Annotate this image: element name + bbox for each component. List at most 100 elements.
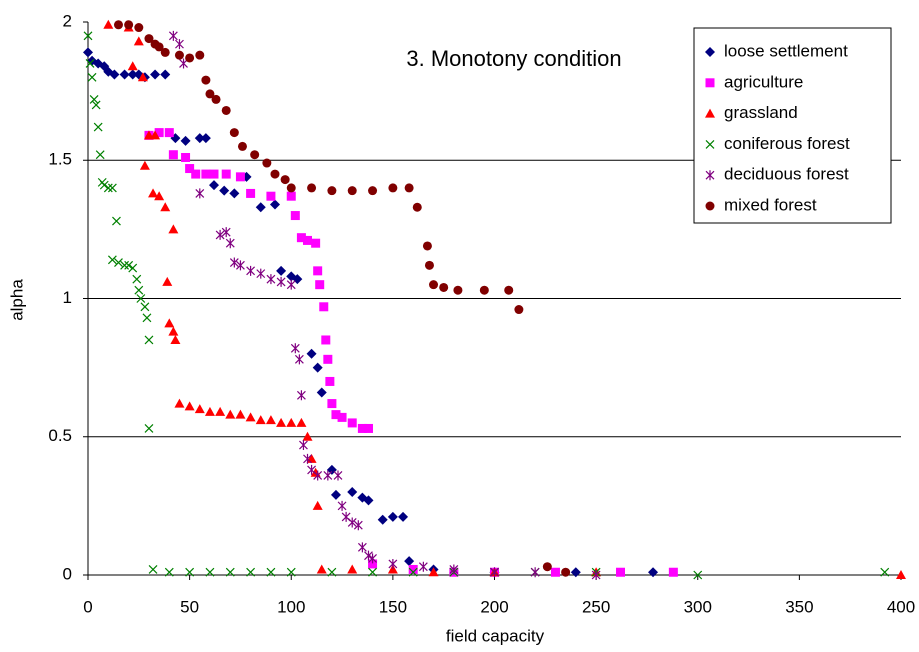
point bbox=[168, 224, 179, 234]
legend-label: grassland bbox=[724, 103, 798, 122]
point bbox=[347, 487, 358, 498]
point bbox=[299, 440, 308, 451]
x-tick-label: 300 bbox=[684, 597, 712, 616]
point bbox=[262, 158, 272, 168]
point bbox=[302, 431, 313, 441]
point bbox=[357, 542, 367, 553]
point bbox=[144, 424, 154, 433]
point bbox=[137, 72, 148, 82]
point bbox=[160, 202, 171, 212]
point bbox=[439, 282, 449, 292]
x-tick-label: 250 bbox=[582, 597, 610, 616]
point bbox=[124, 260, 134, 270]
point bbox=[160, 47, 170, 57]
point bbox=[195, 188, 205, 199]
point bbox=[276, 276, 286, 287]
point bbox=[368, 559, 378, 569]
point bbox=[313, 266, 323, 276]
point bbox=[91, 100, 101, 110]
point bbox=[184, 401, 195, 411]
point bbox=[504, 285, 514, 295]
point bbox=[319, 302, 329, 312]
point bbox=[368, 567, 377, 577]
point bbox=[89, 94, 99, 104]
point bbox=[205, 89, 215, 99]
legend-label: mixed forest bbox=[724, 195, 817, 214]
legend-label: deciduous forest bbox=[724, 165, 849, 184]
point bbox=[174, 50, 184, 60]
x-tick-label: 0 bbox=[83, 597, 92, 616]
point bbox=[133, 36, 144, 46]
point bbox=[316, 564, 327, 574]
point bbox=[428, 567, 439, 577]
legend-label: loose settlement bbox=[724, 41, 848, 60]
point bbox=[276, 417, 287, 427]
point bbox=[148, 565, 158, 574]
point bbox=[201, 169, 211, 179]
point bbox=[128, 263, 138, 273]
point bbox=[112, 216, 121, 226]
point bbox=[134, 23, 144, 33]
point bbox=[286, 191, 296, 201]
point bbox=[330, 489, 341, 500]
x-tick-label: 150 bbox=[379, 597, 407, 616]
point bbox=[113, 20, 123, 30]
point bbox=[408, 564, 418, 574]
point bbox=[296, 417, 307, 427]
x-axis-label: field capacity bbox=[446, 626, 545, 645]
point bbox=[404, 556, 415, 567]
point bbox=[269, 199, 280, 210]
point bbox=[616, 567, 626, 577]
point bbox=[347, 517, 357, 528]
point bbox=[237, 141, 247, 151]
point bbox=[398, 511, 409, 522]
point bbox=[286, 183, 296, 193]
point bbox=[388, 558, 398, 569]
point bbox=[404, 183, 414, 193]
point bbox=[99, 180, 109, 190]
point bbox=[168, 326, 179, 336]
point bbox=[337, 500, 347, 511]
point bbox=[368, 186, 378, 196]
point bbox=[154, 42, 164, 52]
x-tick-label: 100 bbox=[277, 597, 305, 616]
y-tick-label: 1 bbox=[63, 288, 72, 307]
point bbox=[194, 404, 205, 414]
point bbox=[341, 511, 351, 522]
point bbox=[880, 567, 890, 577]
x-tick-label: 350 bbox=[785, 597, 813, 616]
point bbox=[412, 202, 422, 212]
point bbox=[83, 31, 93, 41]
point bbox=[321, 335, 331, 345]
point bbox=[570, 567, 581, 578]
point bbox=[353, 520, 363, 531]
point bbox=[209, 180, 220, 191]
point bbox=[591, 570, 601, 580]
point bbox=[127, 61, 138, 71]
point bbox=[325, 376, 335, 386]
x-tick-label: 50 bbox=[180, 597, 199, 616]
point bbox=[266, 567, 276, 577]
point bbox=[418, 561, 428, 572]
legend-box bbox=[693, 27, 892, 224]
point bbox=[312, 362, 323, 373]
point bbox=[194, 133, 205, 144]
y-tick-label: 2 bbox=[63, 11, 72, 30]
point bbox=[255, 202, 266, 213]
y-axis-label: alpha bbox=[7, 279, 26, 321]
point bbox=[453, 285, 463, 295]
point bbox=[83, 47, 93, 58]
point bbox=[256, 268, 266, 279]
point bbox=[276, 265, 287, 276]
point bbox=[449, 564, 459, 575]
point bbox=[201, 75, 211, 85]
point bbox=[311, 238, 321, 248]
point bbox=[693, 570, 703, 580]
point bbox=[323, 354, 333, 364]
point bbox=[514, 305, 524, 315]
point bbox=[306, 348, 317, 359]
point bbox=[221, 105, 231, 115]
point bbox=[181, 152, 191, 162]
point bbox=[315, 280, 325, 290]
point bbox=[266, 274, 276, 285]
